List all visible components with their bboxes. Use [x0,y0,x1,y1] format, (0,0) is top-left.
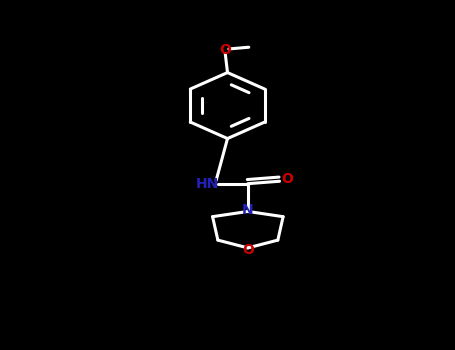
Text: O: O [219,43,231,57]
Text: HN: HN [196,177,219,191]
Text: O: O [282,172,293,186]
Text: N: N [242,203,254,217]
Text: O: O [242,243,254,257]
